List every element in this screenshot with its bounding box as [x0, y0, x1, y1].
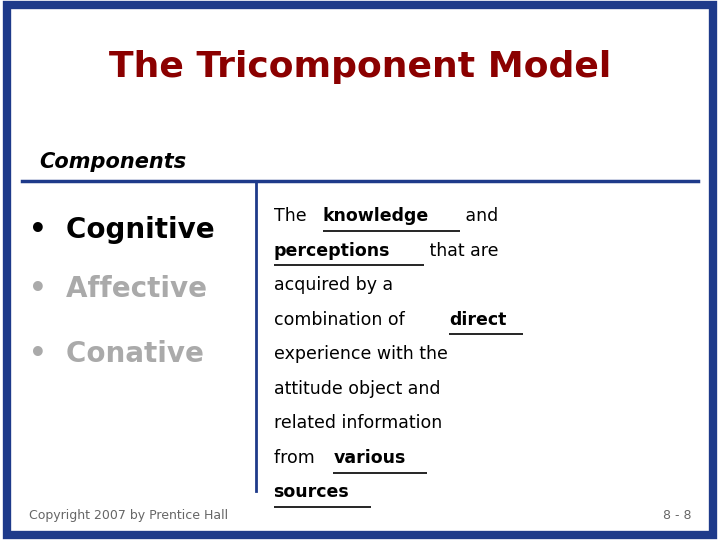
Text: 8 - 8: 8 - 8 [662, 509, 691, 522]
Text: •  Affective: • Affective [29, 275, 207, 303]
Text: experience with the: experience with the [274, 345, 447, 363]
Text: The Tricomponent Model: The Tricomponent Model [109, 51, 611, 84]
Text: sources: sources [274, 483, 349, 502]
Text: direct: direct [449, 310, 507, 329]
Text: combination of: combination of [274, 310, 410, 329]
Text: acquired by a: acquired by a [274, 276, 392, 294]
Text: •  Cognitive: • Cognitive [29, 215, 215, 244]
Text: that are: that are [424, 241, 498, 260]
Text: The: The [274, 207, 312, 225]
Text: and: and [460, 207, 498, 225]
Text: related information: related information [274, 414, 442, 433]
Text: various: various [333, 449, 405, 467]
Text: from: from [274, 449, 320, 467]
Text: attitude object and: attitude object and [274, 380, 440, 398]
Text: perceptions: perceptions [274, 241, 390, 260]
Text: •  Conative: • Conative [29, 340, 204, 368]
Text: Components: Components [40, 152, 186, 172]
Text: Copyright 2007 by Prentice Hall: Copyright 2007 by Prentice Hall [29, 509, 228, 522]
Text: knowledge: knowledge [323, 207, 429, 225]
